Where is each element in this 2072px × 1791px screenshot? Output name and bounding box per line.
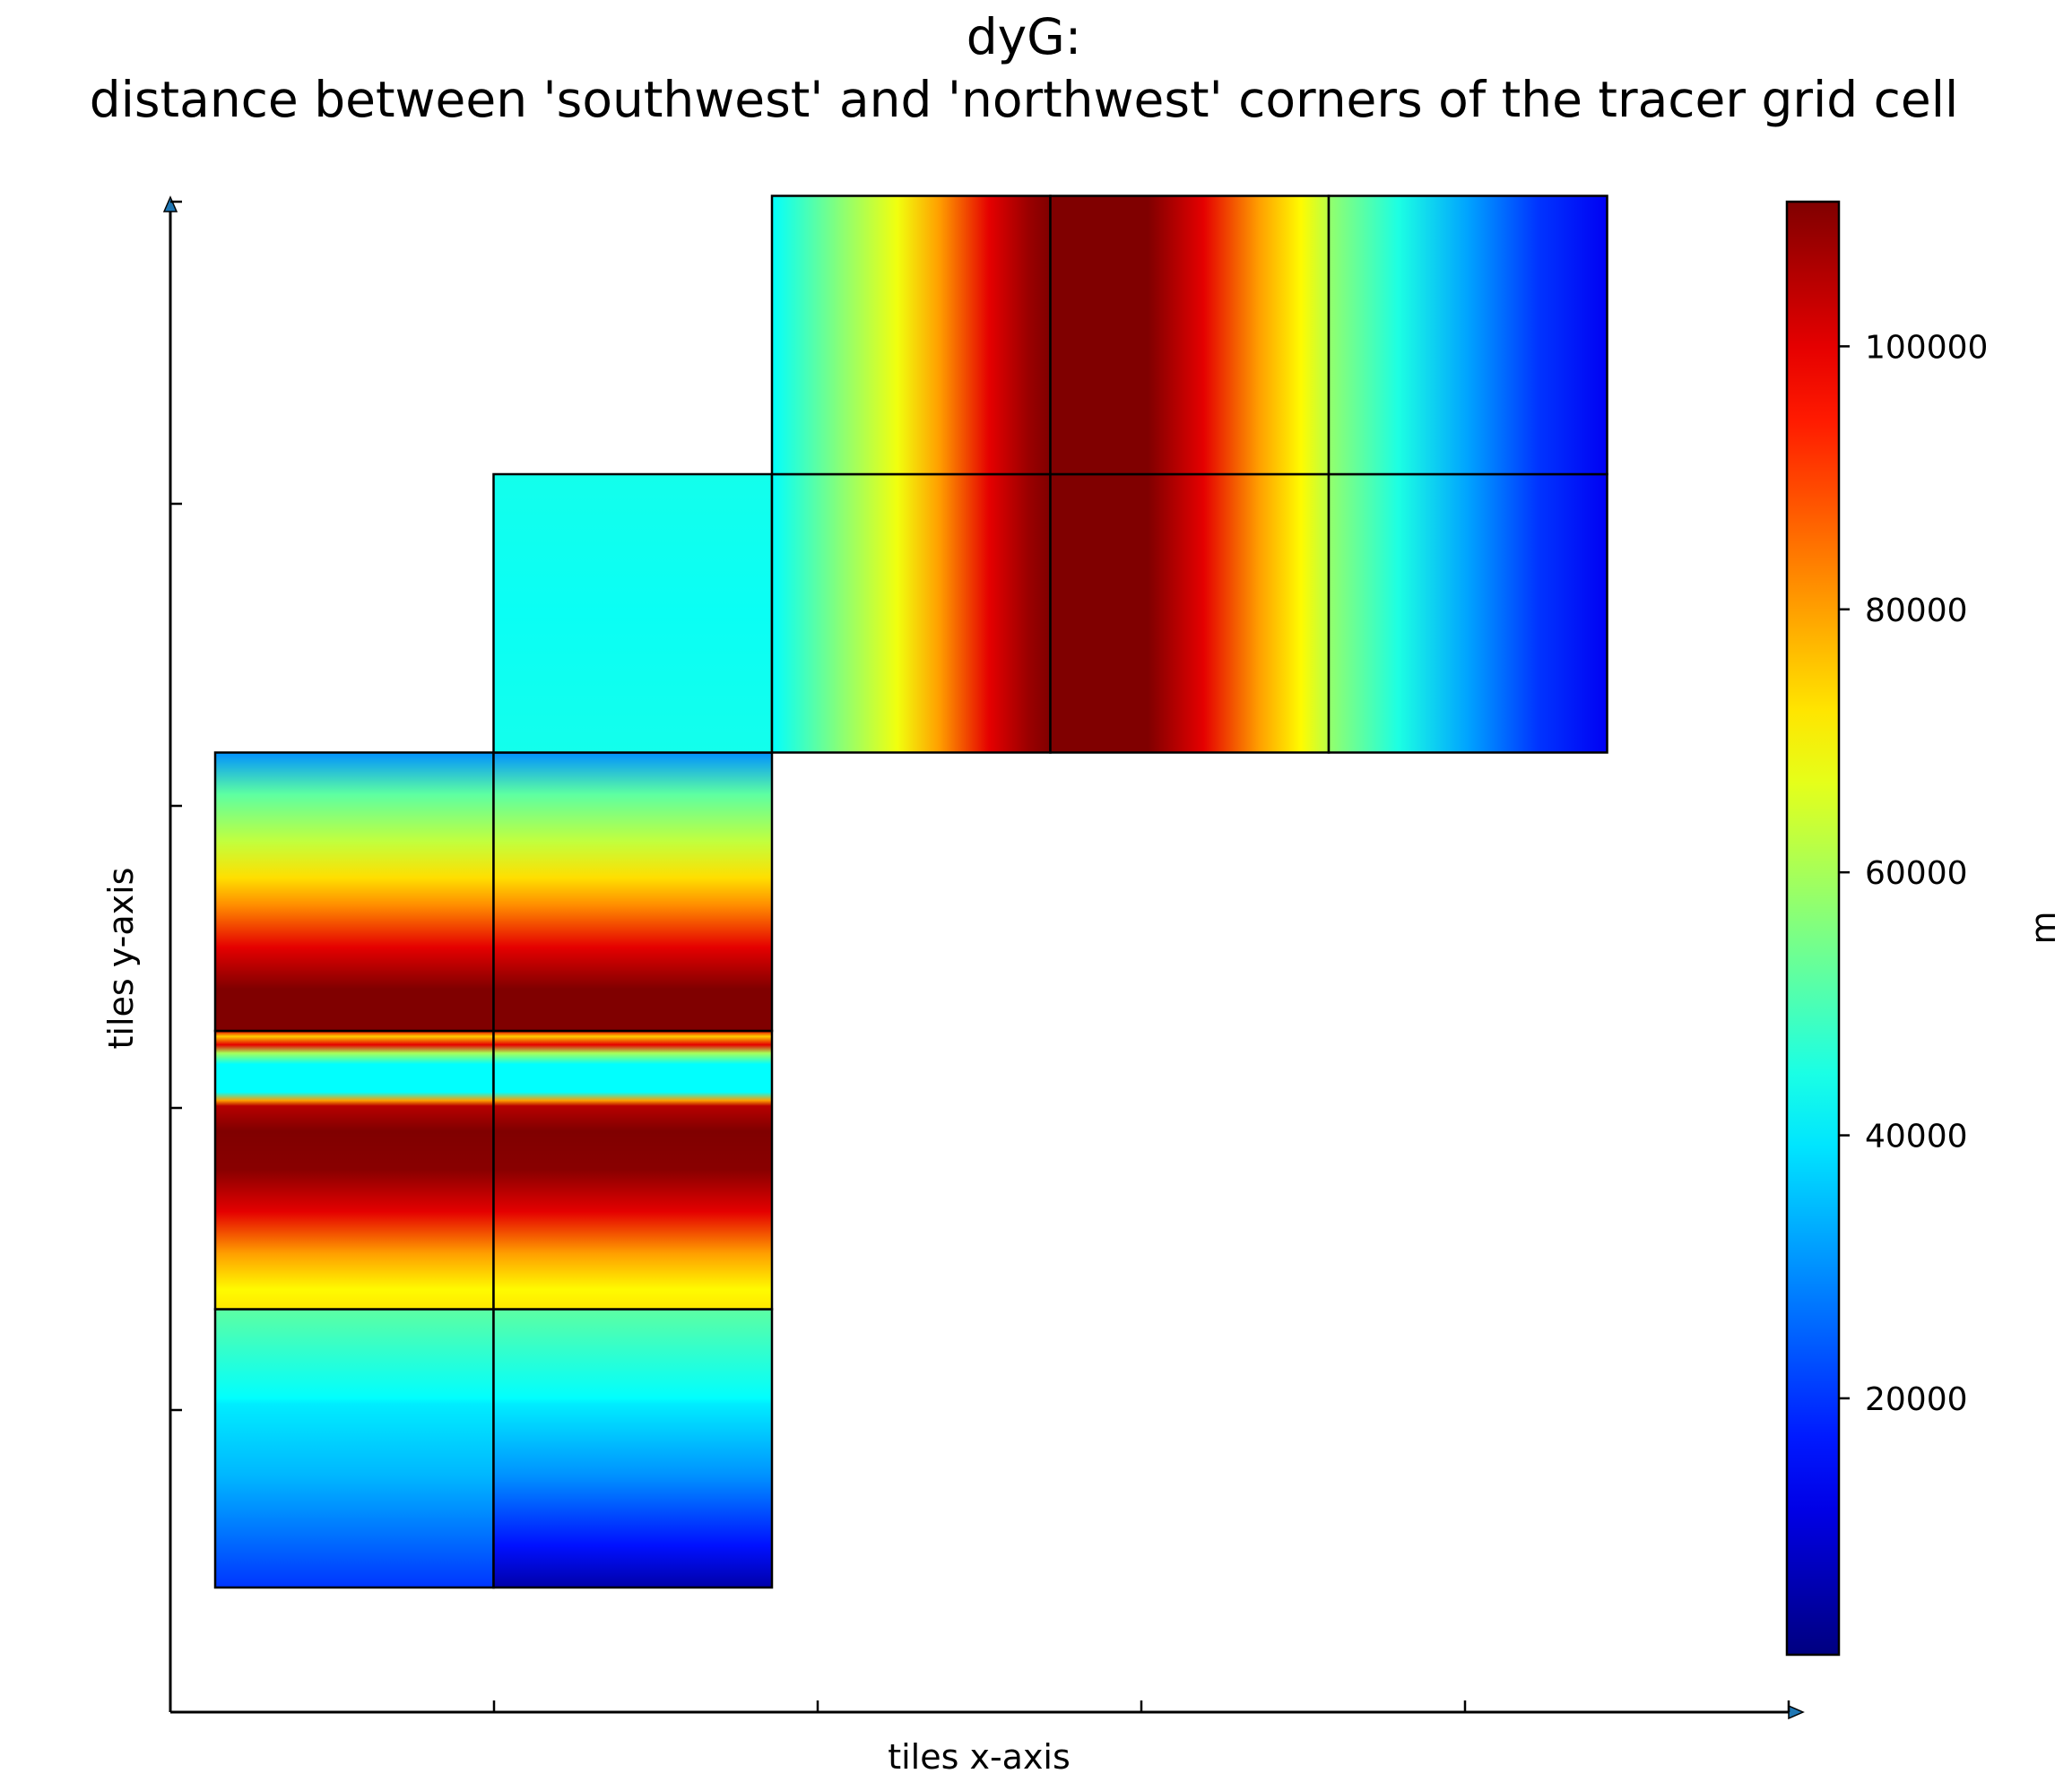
colorbar-tick-label: 80000 <box>1865 593 1968 629</box>
colorbar-tick-label: 60000 <box>1865 855 1968 892</box>
colorbar-tick-label: 40000 <box>1865 1119 1968 1155</box>
colorbar-tick-label: 100000 <box>1865 329 1988 366</box>
colorbar-tick-label: 20000 <box>1865 1381 1968 1418</box>
heatmap-tile-4 <box>492 1029 774 1311</box>
colorbar: 20000 40000 60000 80000 100000 <box>1785 200 1988 1657</box>
heatmap-tile-7 <box>492 472 774 754</box>
colorbar-gradient <box>1785 200 1841 1657</box>
colorbar-label: m <box>2024 911 2063 944</box>
heatmap-tile-11 <box>770 195 1052 476</box>
y-axis-label: tiles y-axis <box>101 868 141 1050</box>
x-axis-label: tiles x-axis <box>888 1737 1071 1777</box>
heatmap-tile-9 <box>1049 472 1331 754</box>
heatmap-tile-12 <box>1049 195 1331 476</box>
heatmap-tile-6 <box>492 751 774 1033</box>
chart-title-line1: dyG: <box>967 8 1082 65</box>
colorbar-ticks: 20000 40000 60000 80000 100000 <box>1839 329 1988 1418</box>
heatmap-tile-2 <box>492 1308 774 1589</box>
heatmap-tile-10 <box>1327 472 1608 754</box>
y-axis-arrowhead <box>162 195 178 212</box>
heatmap-tile-13 <box>1327 195 1608 476</box>
heatmap-tile-5 <box>213 751 495 1033</box>
heatmap-tile-8 <box>770 472 1052 754</box>
heatmap-tile-3 <box>213 1029 495 1311</box>
x-ticks <box>492 1700 1790 1712</box>
heatmap-tile-1 <box>213 1308 495 1589</box>
tiles-layer <box>213 195 1608 1589</box>
chart-title-line2: distance between 'southwest' and 'northw… <box>90 71 1959 128</box>
y-ticks <box>170 200 182 1412</box>
x-axis-arrowhead <box>1788 1704 1805 1720</box>
axes <box>162 195 1805 1720</box>
